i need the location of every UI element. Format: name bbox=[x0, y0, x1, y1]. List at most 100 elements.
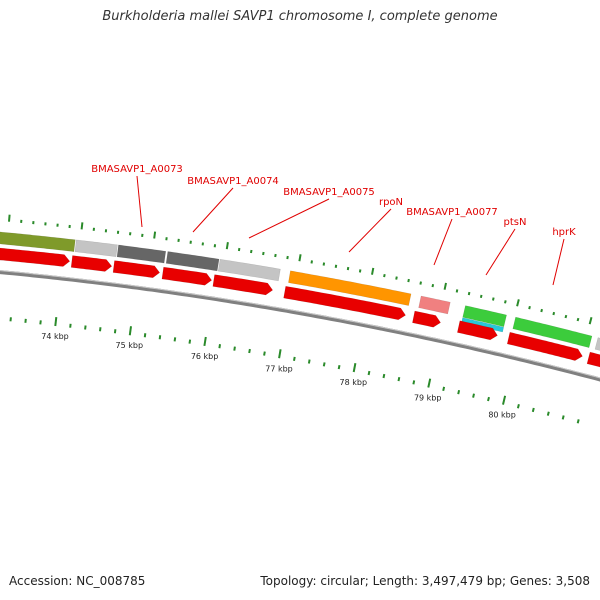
cds-arrow-3 bbox=[112, 260, 161, 278]
leader-line bbox=[192, 187, 234, 233]
kbp-tick bbox=[531, 407, 535, 413]
kbp-scale-ticks bbox=[9, 316, 580, 424]
kbp-tick bbox=[576, 419, 580, 424]
feature-track bbox=[0, 231, 600, 368]
kbp-label: 77 kbp bbox=[265, 364, 293, 373]
outer-tick bbox=[298, 254, 302, 262]
map-title: Burkholderia mallei SAVP1 chromosome I, … bbox=[102, 9, 498, 24]
outer-tick bbox=[504, 300, 507, 304]
outer-tick bbox=[492, 297, 495, 301]
cds-arrow-1 bbox=[0, 247, 71, 267]
outer-tick bbox=[528, 305, 531, 310]
kbp-label: 76 kbp bbox=[191, 352, 219, 361]
outer-tick bbox=[564, 314, 568, 319]
leader-line bbox=[552, 238, 565, 286]
kbp-tick bbox=[367, 370, 371, 376]
outer-tick bbox=[540, 308, 543, 313]
outer-tick bbox=[358, 269, 362, 273]
outer-dot-ticks bbox=[8, 214, 593, 325]
outer-tick bbox=[443, 282, 447, 290]
outer-tick bbox=[383, 273, 386, 278]
outer-tick bbox=[576, 317, 580, 322]
kbp-tick bbox=[427, 378, 432, 388]
pink-gene bbox=[418, 295, 451, 315]
genome-stats-label: Topology: circular; Length: 3,497,479 bp… bbox=[260, 574, 590, 588]
gray-feature-3 bbox=[165, 251, 220, 272]
kbp-tick bbox=[442, 386, 446, 392]
kbp-labels: 74 kbp 75 kbp 76 kbp 77 kbp 78 kbp 79 kbp 80 k… bbox=[41, 332, 516, 420]
leader-line bbox=[485, 228, 516, 276]
outer-tick bbox=[250, 249, 253, 254]
kbp-tick bbox=[99, 327, 102, 332]
cds-arrow-2 bbox=[70, 255, 113, 272]
outer-tick bbox=[407, 278, 410, 283]
kbp-tick bbox=[54, 316, 58, 327]
gray-feature-1 bbox=[74, 239, 118, 257]
cds-arrow-4 bbox=[161, 266, 213, 286]
kbp-label: 74 kbp bbox=[41, 332, 69, 341]
kbp-tick bbox=[412, 380, 416, 385]
accession-label: Accession: NC_008785 bbox=[9, 574, 146, 588]
outer-tick bbox=[431, 283, 435, 288]
kbp-tick bbox=[84, 325, 87, 330]
cds-arrow-9 bbox=[506, 331, 583, 361]
kbp-tick bbox=[113, 329, 117, 334]
kbp-tick bbox=[188, 339, 192, 344]
gray-feature-2 bbox=[116, 244, 167, 264]
kbp-tick bbox=[203, 336, 207, 347]
cds-arrow-6 bbox=[283, 285, 406, 321]
outer-tick bbox=[322, 262, 326, 266]
leader-line bbox=[433, 218, 453, 266]
outer-tick bbox=[419, 281, 422, 285]
kbp-tick bbox=[516, 404, 520, 409]
cds-arrow-7 bbox=[412, 310, 441, 328]
kbp-tick bbox=[307, 359, 311, 364]
gene-label: BMASAVP1_A0073 bbox=[91, 164, 183, 175]
gene-label: hprK bbox=[552, 227, 576, 238]
kbp-tick bbox=[173, 337, 177, 342]
outer-tick bbox=[346, 266, 350, 271]
outer-tick bbox=[274, 253, 277, 258]
kbp-tick bbox=[233, 346, 236, 351]
outer-tick bbox=[552, 311, 556, 316]
gene-label: BMASAVP1_A0074 bbox=[187, 176, 279, 187]
outer-tick bbox=[310, 260, 313, 264]
outer-tick bbox=[371, 267, 375, 275]
kbp-label: 80 kbp bbox=[488, 411, 516, 420]
outer-tick bbox=[516, 299, 520, 307]
cds-arrow-10 bbox=[586, 351, 600, 368]
green-gene-ptsN bbox=[462, 305, 507, 328]
cds-arrow-8 bbox=[457, 320, 498, 341]
gene-label: BMASAVP1_A0077 bbox=[406, 207, 498, 218]
backbone-highlight bbox=[0, 270, 600, 379]
kbp-tick bbox=[158, 335, 162, 340]
kbp-label: 79 kbp bbox=[414, 394, 442, 403]
outer-tick bbox=[334, 264, 338, 268]
green-gene-hprK bbox=[512, 316, 593, 349]
backbone-line bbox=[0, 270, 600, 382]
leader-line bbox=[248, 198, 330, 239]
kbp-tick bbox=[128, 326, 132, 336]
leader-line bbox=[348, 208, 392, 253]
gene-label: rpoN bbox=[379, 197, 403, 208]
outer-tick bbox=[395, 276, 398, 280]
gene-label: BMASAVP1_A0075 bbox=[283, 187, 375, 198]
outer-tick bbox=[237, 247, 241, 252]
kbp-tick bbox=[143, 333, 147, 338]
label-leader-lines bbox=[136, 175, 565, 286]
outer-tick bbox=[80, 222, 84, 230]
kbp-tick bbox=[278, 349, 282, 359]
kbp-tick bbox=[293, 356, 296, 361]
orange-gene-rpoN bbox=[288, 270, 412, 306]
kbp-tick bbox=[248, 348, 251, 354]
outer-tick bbox=[225, 242, 229, 250]
kbp-tick bbox=[39, 320, 42, 325]
outer-tick bbox=[153, 231, 157, 239]
gene-labels: BMASAVP1_A0073 BMASAVP1_A0074 BMASAVP1_A00… bbox=[91, 164, 576, 238]
gray-feature-5 bbox=[594, 337, 600, 351]
kbp-tick bbox=[546, 411, 550, 416]
kbp-tick bbox=[337, 364, 341, 370]
kbp-tick bbox=[457, 389, 461, 395]
outer-tick bbox=[262, 251, 265, 256]
